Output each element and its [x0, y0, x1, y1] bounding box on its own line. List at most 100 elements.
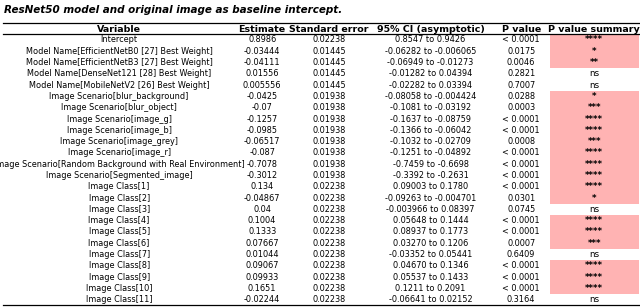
Text: 95% CI (asymptotic): 95% CI (asymptotic)	[377, 25, 484, 33]
Text: 0.0175: 0.0175	[507, 47, 535, 56]
Text: 0.01556: 0.01556	[245, 69, 279, 78]
Text: ****: ****	[585, 115, 604, 123]
Text: -0.0985: -0.0985	[246, 126, 278, 135]
Text: -0.03352 to 0.05441: -0.03352 to 0.05441	[389, 250, 472, 259]
Text: 0.0745: 0.0745	[507, 205, 535, 214]
Text: Image Class[3]: Image Class[3]	[88, 205, 150, 214]
Text: 0.03270 to 0.1206: 0.03270 to 0.1206	[393, 239, 468, 248]
Text: 0.6409: 0.6409	[507, 250, 535, 259]
Text: -0.1257: -0.1257	[246, 115, 278, 123]
Text: Image Scenario[blur_object]: Image Scenario[blur_object]	[61, 103, 177, 112]
Text: 0.08937 to 0.1773: 0.08937 to 0.1773	[393, 227, 468, 236]
Text: 0.01938: 0.01938	[312, 160, 346, 169]
Text: Image Class[8]: Image Class[8]	[88, 261, 150, 270]
Text: -0.06949 to -0.01273: -0.06949 to -0.01273	[387, 58, 474, 67]
Text: 0.1333: 0.1333	[248, 227, 276, 236]
Text: Image Class[4]: Image Class[4]	[88, 216, 150, 225]
Text: Model Name[MobileNetV2 [26] Best Weight]: Model Name[MobileNetV2 [26] Best Weight]	[29, 81, 209, 90]
Text: 0.02238: 0.02238	[312, 216, 346, 225]
Text: 0.02238: 0.02238	[312, 194, 346, 203]
Text: Image Scenario[blur_background]: Image Scenario[blur_background]	[49, 92, 189, 101]
Text: 0.02238: 0.02238	[312, 273, 346, 282]
Text: -0.09263 to -0.004701: -0.09263 to -0.004701	[385, 194, 476, 203]
Text: 0.005556: 0.005556	[243, 81, 282, 90]
Text: Standard error: Standard error	[289, 25, 369, 33]
Text: 0.134: 0.134	[250, 182, 274, 191]
Text: Image Scenario[image_g]: Image Scenario[image_g]	[67, 115, 172, 123]
Text: *: *	[592, 47, 596, 56]
Text: ****: ****	[585, 261, 604, 270]
Text: -0.1366 to -0.06042: -0.1366 to -0.06042	[390, 126, 471, 135]
Text: 0.7007: 0.7007	[507, 81, 535, 90]
Text: Image Scenario[image_b]: Image Scenario[image_b]	[67, 126, 172, 135]
Text: 0.2821: 0.2821	[507, 69, 535, 78]
Text: 0.04670 to 0.1346: 0.04670 to 0.1346	[393, 261, 468, 270]
Text: 0.02238: 0.02238	[312, 250, 346, 259]
Text: -0.3012: -0.3012	[246, 171, 278, 180]
Text: < 0.0001: < 0.0001	[502, 284, 540, 293]
Text: ****: ****	[585, 227, 604, 236]
Text: 0.01044: 0.01044	[245, 250, 279, 259]
Text: < 0.0001: < 0.0001	[502, 35, 540, 45]
Text: 0.0288: 0.0288	[507, 92, 535, 101]
Text: 0.01445: 0.01445	[312, 81, 346, 90]
Text: < 0.0001: < 0.0001	[502, 148, 540, 157]
Text: -0.7078: -0.7078	[246, 160, 278, 169]
Text: ****: ****	[585, 160, 604, 169]
Text: ****: ****	[585, 126, 604, 135]
Text: 0.04: 0.04	[253, 205, 271, 214]
Text: Image Scenario[Segmented_image]: Image Scenario[Segmented_image]	[46, 171, 193, 180]
Text: ****: ****	[585, 284, 604, 293]
Text: 0.09067: 0.09067	[246, 261, 279, 270]
Text: -0.06282 to -0.006065: -0.06282 to -0.006065	[385, 47, 476, 56]
Text: 0.01445: 0.01445	[312, 58, 346, 67]
Text: 0.0008: 0.0008	[507, 137, 535, 146]
Text: 0.1004: 0.1004	[248, 216, 276, 225]
Text: 0.01938: 0.01938	[312, 148, 346, 157]
Text: ns: ns	[589, 81, 599, 90]
Text: ****: ****	[585, 171, 604, 180]
Text: Image Class[11]: Image Class[11]	[86, 295, 152, 304]
Text: 0.0007: 0.0007	[507, 239, 535, 248]
Text: < 0.0001: < 0.0001	[502, 126, 540, 135]
Text: -0.1081 to -0.03192: -0.1081 to -0.03192	[390, 103, 471, 112]
Text: -0.1032 to -0.02709: -0.1032 to -0.02709	[390, 137, 471, 146]
Text: Image Scenario[Random Background with Real Environment]: Image Scenario[Random Background with Re…	[0, 160, 244, 169]
Text: 0.09003 to 0.1780: 0.09003 to 0.1780	[393, 182, 468, 191]
Text: ***: ***	[588, 137, 601, 146]
Text: -0.3392 to -0.2631: -0.3392 to -0.2631	[393, 171, 468, 180]
Text: ns: ns	[589, 295, 599, 304]
Text: Image Class[7]: Image Class[7]	[88, 250, 150, 259]
Text: Model Name[EfficientNetB3 [27] Best Weight]: Model Name[EfficientNetB3 [27] Best Weig…	[26, 58, 212, 67]
Text: 0.0301: 0.0301	[507, 194, 535, 203]
Text: P value: P value	[502, 25, 541, 33]
Text: 0.02238: 0.02238	[312, 239, 346, 248]
Text: 0.01445: 0.01445	[312, 47, 346, 56]
Text: ResNet50 model and original image as baseline intercept.: ResNet50 model and original image as bas…	[4, 5, 343, 15]
Text: 0.02238: 0.02238	[312, 284, 346, 293]
Text: -0.7459 to -0.6698: -0.7459 to -0.6698	[392, 160, 468, 169]
Text: -0.04867: -0.04867	[244, 194, 280, 203]
Text: 0.02238: 0.02238	[312, 205, 346, 214]
Text: ns: ns	[589, 69, 599, 78]
Text: Image Class[6]: Image Class[6]	[88, 239, 150, 248]
Text: -0.1251 to -0.04892: -0.1251 to -0.04892	[390, 148, 471, 157]
Text: Image Class[10]: Image Class[10]	[86, 284, 152, 293]
Text: Image Class[2]: Image Class[2]	[88, 194, 150, 203]
Text: 0.1211 to 0.2091: 0.1211 to 0.2091	[396, 284, 466, 293]
Text: < 0.0001: < 0.0001	[502, 273, 540, 282]
Text: 0.8986: 0.8986	[248, 35, 276, 45]
Text: Model Name[EfficientNetB0 [27] Best Weight]: Model Name[EfficientNetB0 [27] Best Weig…	[26, 47, 212, 56]
Text: 0.02238: 0.02238	[312, 182, 346, 191]
Text: < 0.0001: < 0.0001	[502, 227, 540, 236]
Text: Image Class[9]: Image Class[9]	[88, 273, 150, 282]
Text: 0.01938: 0.01938	[312, 115, 346, 123]
Text: 0.09933: 0.09933	[246, 273, 279, 282]
Text: 0.1651: 0.1651	[248, 284, 276, 293]
Text: 0.01938: 0.01938	[312, 171, 346, 180]
Text: -0.06517: -0.06517	[244, 137, 280, 146]
Text: -0.08058 to -0.004424: -0.08058 to -0.004424	[385, 92, 476, 101]
Text: -0.03444: -0.03444	[244, 47, 280, 56]
Text: Image Class[1]: Image Class[1]	[88, 182, 150, 191]
Text: 0.05537 to 0.1433: 0.05537 to 0.1433	[393, 273, 468, 282]
